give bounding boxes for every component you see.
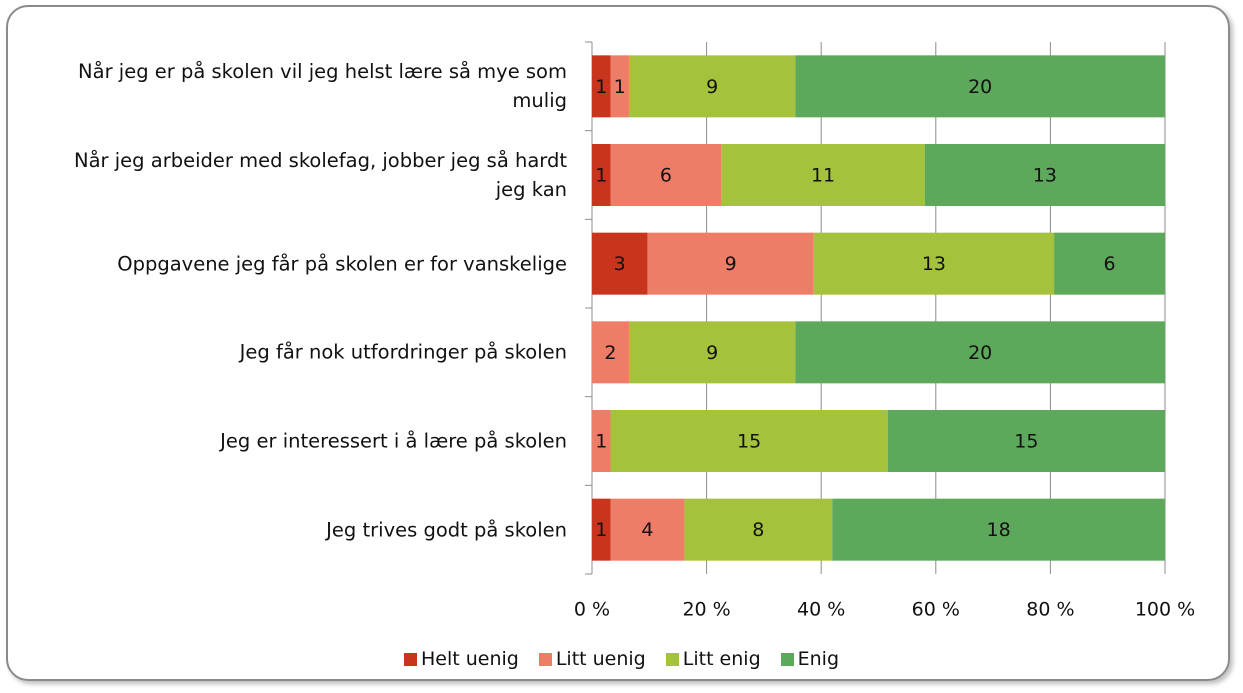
bar-segment: [628, 55, 796, 118]
bar-segment: [628, 321, 796, 384]
bar-segment: [592, 232, 648, 295]
data-label: 4: [641, 519, 653, 541]
bar-segment: [832, 498, 1165, 561]
bar-segment: [795, 321, 1165, 384]
chart-frame: [6, 5, 1230, 681]
category-label: Jeg er interessert i å lære på skolen: [220, 429, 567, 453]
bar-segment: [795, 55, 1165, 118]
bar-segment: [592, 321, 629, 384]
legend-label: Litt enig: [682, 648, 761, 670]
data-label: 2: [604, 342, 616, 364]
data-label: 18: [987, 519, 1011, 541]
data-label: 6: [660, 165, 672, 187]
data-label: 3: [614, 253, 626, 275]
category-label: Jeg får nok utfordringer på skolen: [239, 340, 567, 364]
x-tick-label: 60 %: [912, 599, 960, 621]
bar-segment: [647, 232, 814, 295]
legend-label: Litt uenig: [555, 648, 646, 670]
bar-segment: [592, 410, 611, 472]
bar-segment: [592, 498, 611, 561]
data-label: 15: [1014, 431, 1038, 453]
data-label: 11: [811, 165, 835, 187]
bar-segment: [592, 55, 611, 118]
legend-swatch: [780, 652, 794, 666]
bar-segment: [610, 410, 888, 472]
data-label: 1: [595, 431, 607, 453]
bar-segment: [592, 144, 611, 206]
category-label: Når jeg arbeider med skolefag, jobber je…: [74, 149, 567, 201]
data-label: 1: [614, 76, 626, 98]
data-label: 20: [968, 76, 992, 98]
data-label: 1: [595, 519, 607, 541]
data-label: 8: [752, 519, 764, 541]
bar-segment: [610, 55, 629, 118]
data-label: 1: [595, 165, 607, 187]
x-tick-label: 0 %: [574, 599, 610, 621]
legend-item: Enig: [780, 648, 840, 670]
bar-segment: [721, 144, 925, 206]
data-label: 9: [725, 253, 737, 275]
data-label: 9: [706, 76, 718, 98]
category-label: Når jeg er på skolen vil jeg helst lære …: [78, 60, 567, 113]
legend-item: Litt enig: [665, 648, 761, 670]
x-tick-label: 20 %: [682, 599, 730, 621]
legend-swatch: [403, 652, 417, 666]
legend-label: Enig: [797, 648, 840, 670]
category-label: Oppgavene jeg får på skolen er for vansk…: [117, 252, 567, 276]
data-label: 1: [595, 76, 607, 98]
x-tick-label: 100 %: [1135, 599, 1195, 621]
bar-segment: [610, 144, 722, 206]
data-label: 9: [706, 342, 718, 364]
data-label: 20: [968, 342, 992, 364]
bar-segment: [684, 498, 833, 561]
x-tick-label: 80 %: [1026, 599, 1074, 621]
data-label: 13: [922, 253, 946, 275]
bar-segment: [1054, 232, 1165, 295]
data-label: 13: [1033, 165, 1057, 187]
legend-swatch: [538, 652, 552, 666]
bar-segment: [610, 498, 685, 561]
legend-swatch: [665, 652, 679, 666]
x-tick-label: 40 %: [797, 599, 845, 621]
legend-label: Helt uenig: [420, 648, 519, 670]
bar-segment: [813, 232, 1055, 295]
data-label: 6: [1104, 253, 1116, 275]
data-label: 15: [737, 431, 761, 453]
legend-item: Litt uenig: [538, 648, 646, 670]
bar-segment: [887, 410, 1165, 472]
legend-item: Helt uenig: [403, 648, 519, 670]
legend: Helt uenig Litt uenig Litt enig Enig: [0, 648, 1243, 670]
category-label: Jeg trives godt på skolen: [326, 518, 567, 542]
bar-segment: [924, 144, 1165, 206]
